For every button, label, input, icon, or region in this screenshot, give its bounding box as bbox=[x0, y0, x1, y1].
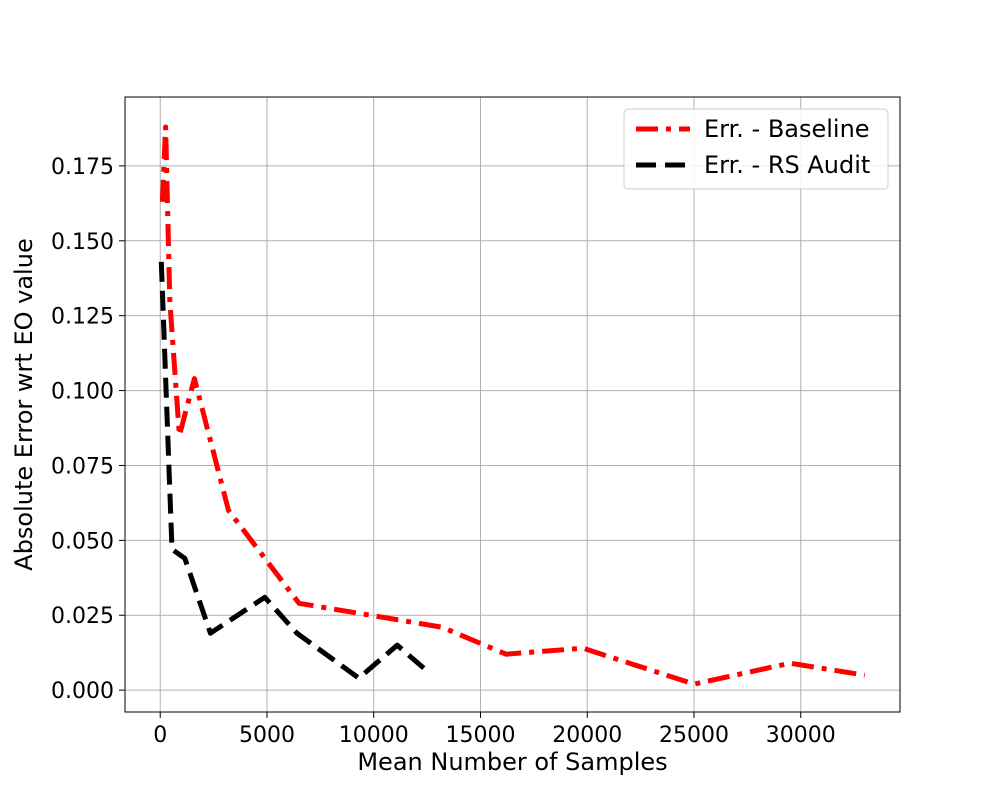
x-tick-label: 20000 bbox=[552, 723, 622, 748]
grid bbox=[125, 97, 900, 712]
legend-label: Err. - Baseline bbox=[704, 115, 870, 143]
series-lines bbox=[158, 124, 866, 687]
y-tick-label: 0.100 bbox=[51, 380, 114, 405]
y-tick-label: 0.075 bbox=[51, 454, 114, 479]
x-tick-label: 5000 bbox=[239, 723, 295, 748]
x-axis-label: Mean Number of Samples bbox=[357, 748, 667, 776]
x-tick-label: 0 bbox=[153, 723, 167, 748]
x-tick-label: 30000 bbox=[766, 723, 836, 748]
legend: Err. - Baseline Err. - RS Audit bbox=[623, 108, 889, 190]
y-tick-label: 0.125 bbox=[51, 305, 114, 330]
x-tick-label: 10000 bbox=[339, 723, 409, 748]
y-axis-label: Absolute Error wrt EO value bbox=[10, 238, 38, 570]
plot-area-frame bbox=[124, 96, 901, 713]
y-tick-label: 0.025 bbox=[51, 604, 114, 629]
series-line-1 bbox=[158, 261, 427, 681]
y-tick-label: 0.175 bbox=[51, 155, 114, 180]
series-line-0 bbox=[159, 124, 866, 687]
y-tick-label: 0.050 bbox=[51, 529, 114, 554]
y-axis-ticks: 0.000 0.025 0.050 0.075 0.100 0.125 0.150 0.175 bbox=[51, 155, 125, 704]
x-axis-ticks: 0 5000 10000 15000 20000 25000 30000 bbox=[153, 712, 836, 748]
y-tick-label: 0.150 bbox=[51, 230, 114, 255]
legend-label: Err. - RS Audit bbox=[704, 151, 870, 179]
y-tick-label: 0.000 bbox=[51, 679, 114, 704]
x-tick-label: 15000 bbox=[445, 723, 515, 748]
x-tick-label: 25000 bbox=[659, 723, 729, 748]
